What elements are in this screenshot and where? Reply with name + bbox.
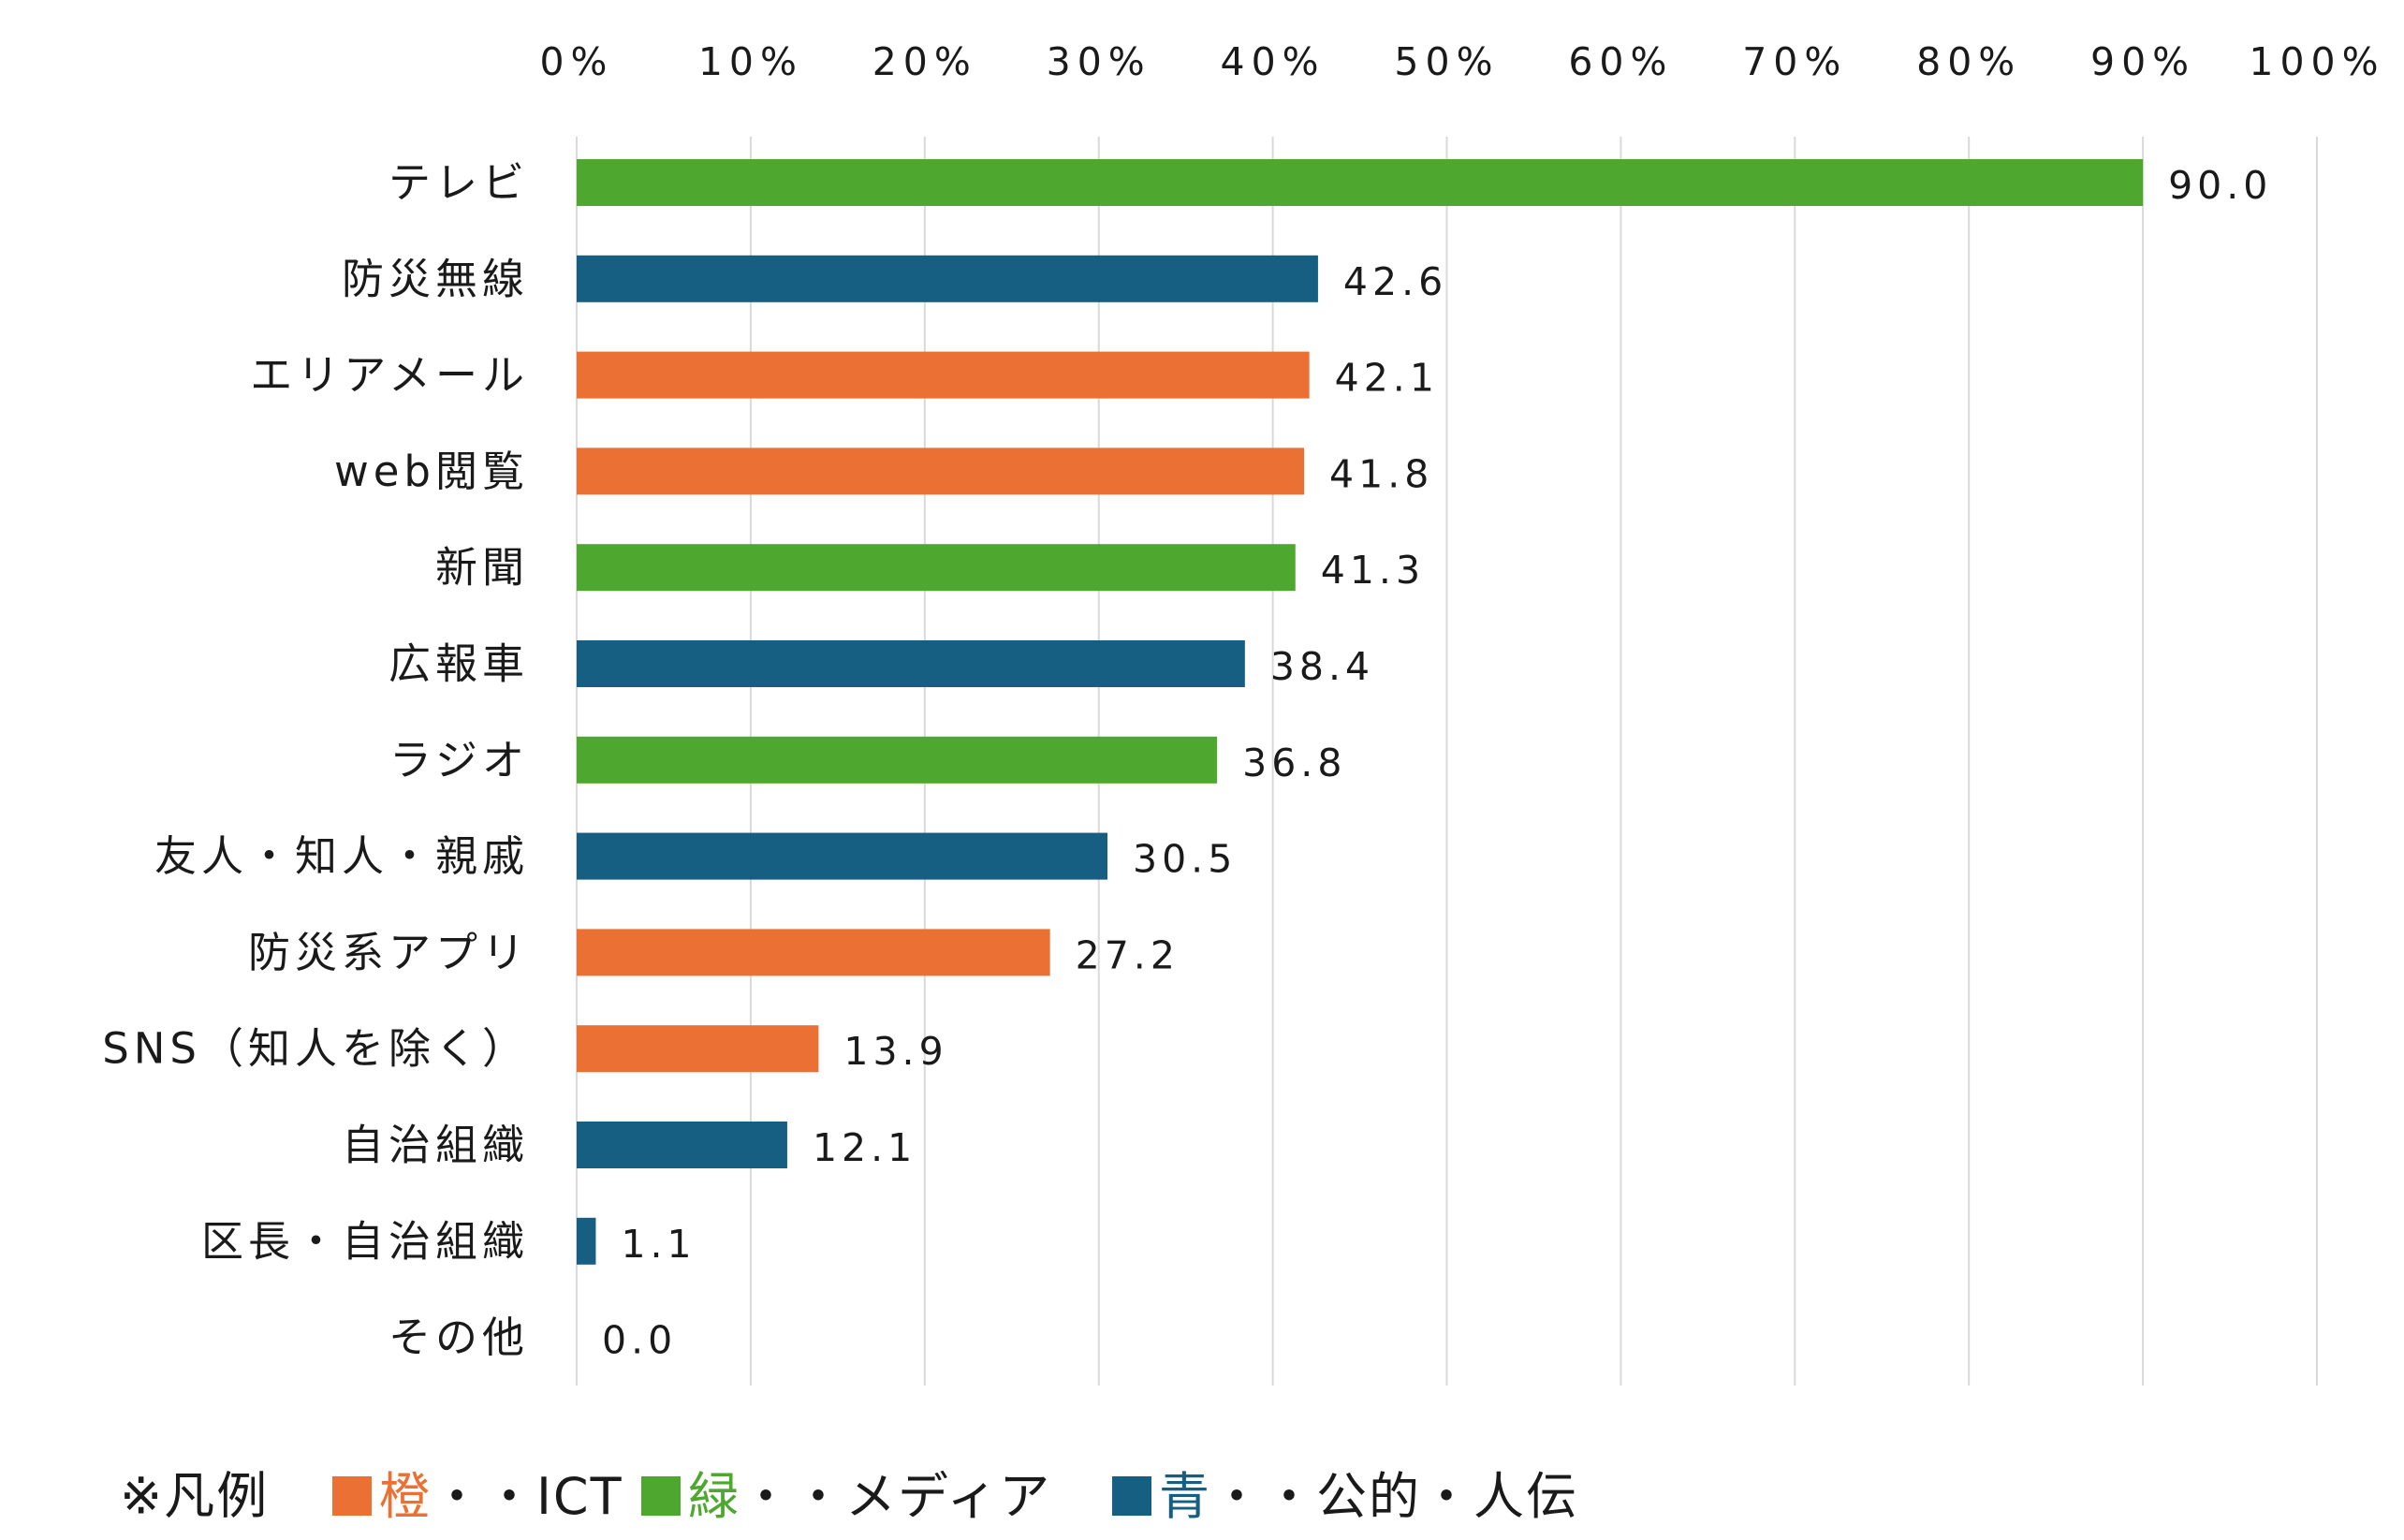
category-label: 区長・自治組織 bbox=[201, 1216, 529, 1266]
x-tick-label: 90% bbox=[2090, 39, 2195, 84]
legend-item-text: ・・公的・人伝 bbox=[1211, 1467, 1578, 1526]
category-label: ラジオ bbox=[389, 735, 529, 785]
legend-item-label: 青・・公的・人伝 bbox=[1159, 1467, 1578, 1526]
value-label: 42.6 bbox=[1343, 259, 1447, 304]
x-tick-label: 60% bbox=[1568, 39, 1673, 84]
legend-item-label: 緑・・メディア bbox=[688, 1467, 1051, 1526]
x-tick-label: 50% bbox=[1394, 39, 1499, 84]
value-label: 90.0 bbox=[2168, 163, 2272, 208]
category-label: エリアメール bbox=[250, 350, 529, 400]
x-tick-label: 20% bbox=[872, 39, 977, 84]
category-label: 自治組織 bbox=[342, 1121, 529, 1170]
legend-item-text: ・・ICT bbox=[432, 1467, 623, 1526]
legend-swatch bbox=[641, 1476, 681, 1516]
bar bbox=[577, 736, 1218, 784]
bar bbox=[577, 544, 1296, 592]
x-tick-label: 10% bbox=[698, 39, 803, 84]
category-label: 友人・知人・親戚 bbox=[154, 831, 529, 881]
category-label: 広報車 bbox=[388, 639, 529, 689]
bar bbox=[577, 351, 1310, 399]
value-label: 41.3 bbox=[1321, 548, 1425, 593]
bar bbox=[577, 255, 1318, 302]
value-label: 36.8 bbox=[1242, 741, 1346, 785]
legend-color-name: 青 bbox=[1159, 1467, 1211, 1526]
value-label: 42.1 bbox=[1335, 356, 1439, 401]
x-tick-label: 40% bbox=[1221, 39, 1326, 84]
bar bbox=[577, 447, 1305, 495]
x-tick-label: 0% bbox=[539, 39, 613, 84]
legend-prefix: ※凡例 bbox=[120, 1467, 269, 1526]
legend-swatch bbox=[1112, 1476, 1151, 1516]
category-label: web閲覧 bbox=[334, 447, 529, 496]
value-label: 30.5 bbox=[1133, 837, 1237, 882]
bar bbox=[577, 1122, 787, 1168]
bar bbox=[577, 929, 1050, 976]
bar bbox=[577, 1217, 596, 1265]
category-label: 新聞 bbox=[435, 543, 529, 593]
value-label: 12.1 bbox=[813, 1125, 916, 1170]
category-label: 防災無線 bbox=[342, 254, 529, 303]
value-label: 38.4 bbox=[1270, 644, 1374, 689]
legend-item-label: 橙・・ICT bbox=[379, 1467, 623, 1526]
value-label: 41.8 bbox=[1329, 451, 1433, 496]
value-label: 0.0 bbox=[602, 1318, 677, 1363]
category-label: 防災系アプリ bbox=[248, 928, 529, 977]
x-tick-label: 80% bbox=[1916, 39, 2021, 84]
category-label: その他 bbox=[388, 1313, 529, 1362]
legend-color-name: 橙 bbox=[379, 1467, 432, 1526]
legend-item-text: ・・メディア bbox=[740, 1467, 1051, 1526]
legend-swatch bbox=[332, 1476, 372, 1516]
x-tick-label: 70% bbox=[1742, 39, 1847, 84]
x-tick-label: 100% bbox=[2249, 39, 2384, 84]
bar bbox=[577, 640, 1245, 687]
value-label: 13.9 bbox=[843, 1029, 947, 1074]
bar bbox=[577, 1025, 819, 1073]
value-label: 1.1 bbox=[621, 1222, 696, 1267]
value-label: 27.2 bbox=[1076, 932, 1180, 977]
category-label: テレビ bbox=[388, 158, 529, 208]
bar bbox=[577, 159, 2144, 206]
category-label: SNS（知人を除く） bbox=[102, 1024, 529, 1074]
x-tick-label: 30% bbox=[1047, 39, 1151, 84]
bar bbox=[577, 832, 1107, 880]
legend-color-name: 緑 bbox=[688, 1467, 740, 1526]
